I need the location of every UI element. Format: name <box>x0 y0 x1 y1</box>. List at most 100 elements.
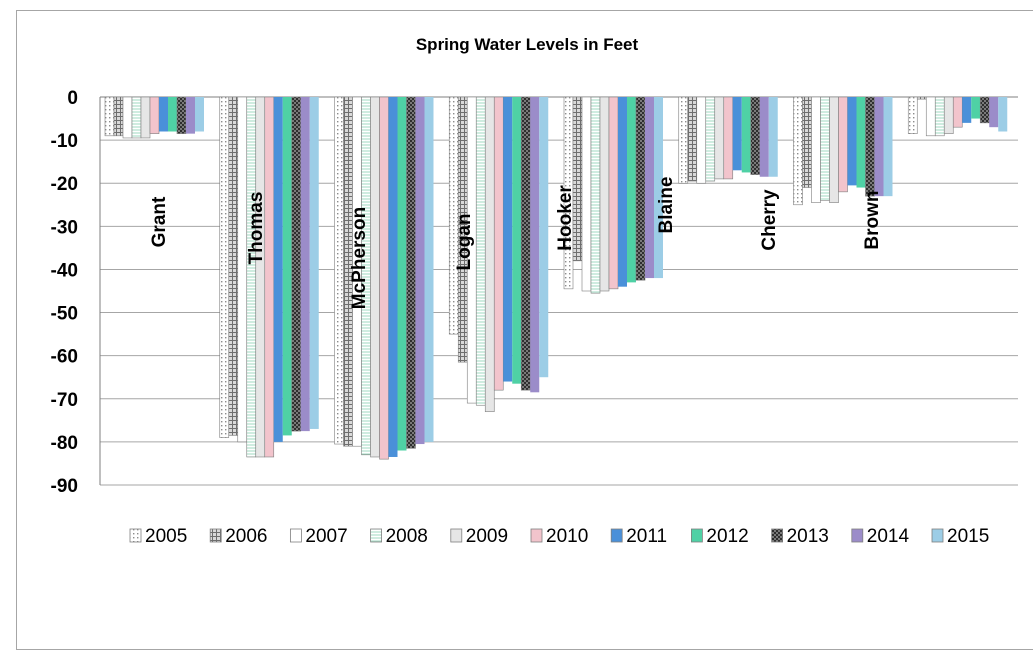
bar-cherry-2009 <box>829 96 839 203</box>
legend-item-2012: 2012 <box>691 526 749 547</box>
bar-mcpherson-2009 <box>370 96 380 458</box>
bar-hooker-2014 <box>645 97 654 279</box>
legend-label: 2012 <box>706 526 748 547</box>
bar-hooker-2013 <box>635 96 646 281</box>
y-tick-label: -80 <box>51 433 78 454</box>
y-tick-label: -70 <box>51 390 78 411</box>
legend-label: 2008 <box>386 526 428 547</box>
bar-grant-2012 <box>168 97 177 132</box>
bar-mcpherson-2005 <box>334 96 344 445</box>
legend-swatch <box>691 528 703 543</box>
legend-swatch <box>851 528 864 543</box>
bar-hooker-2010 <box>608 96 619 290</box>
bar-brown-2011 <box>962 97 972 123</box>
category-label-logan: Logan <box>454 214 475 271</box>
category-label-cherry: Cherry <box>759 189 780 251</box>
bar-thomas-2013 <box>291 96 302 432</box>
legend-label: 2010 <box>546 526 588 547</box>
legend-label: 2013 <box>787 526 829 547</box>
bar-logan-2009 <box>484 96 495 413</box>
bar-cherry-2014 <box>874 97 884 197</box>
legend-item-2014: 2014 <box>851 526 910 547</box>
bar-logan-2015 <box>539 97 549 378</box>
legend-swatch <box>610 528 623 543</box>
bar-mcpherson-2012 <box>397 97 407 451</box>
bar-thomas-2007 <box>237 96 248 443</box>
legend-swatch <box>771 528 783 543</box>
bar-cherry-2015 <box>883 97 893 197</box>
legend-label: 2009 <box>466 526 508 547</box>
bar-logan-2008 <box>475 96 486 406</box>
legend-label: 2014 <box>867 526 910 547</box>
legend-label: 2006 <box>225 526 267 547</box>
category-label-thomas: Thomas <box>246 192 267 265</box>
legend-swatch <box>289 528 302 543</box>
legend-label: 2005 <box>145 526 187 547</box>
bar-brown-2015 <box>998 97 1008 132</box>
y-tick-label: -30 <box>51 217 78 238</box>
bar-brown-2008 <box>934 96 945 137</box>
legend-swatch <box>129 528 142 543</box>
category-labels: Grant Thomas McPherson Logan Hooker Blaine Che… <box>149 176 883 309</box>
bar-mcpherson-2014 <box>415 97 425 445</box>
bar-brown-2010 <box>952 96 963 128</box>
legend-swatch <box>370 528 383 543</box>
bar-logan-2014 <box>530 97 540 393</box>
legend-swatch <box>931 528 944 543</box>
bar-blaine-2013 <box>750 96 761 175</box>
bar-blaine-2009 <box>714 96 725 180</box>
y-tick-label: 0 <box>67 88 78 109</box>
bar-grant-2011 <box>159 97 168 132</box>
bar-thomas-2015 <box>309 97 319 429</box>
legend-label: 2011 <box>626 526 667 547</box>
y-tick-label: -10 <box>51 131 78 152</box>
bar-chart: Spring Water Levels in Feet 0 -10 -20 -30 -4… <box>51 35 1018 547</box>
y-tick-label: -60 <box>51 347 78 368</box>
bar-hooker-2015 <box>654 97 663 279</box>
legend-item-2008: 2008 <box>370 526 428 547</box>
bar-thomas-2006 <box>228 96 239 436</box>
legend-label: 2007 <box>305 526 347 547</box>
bar-cherry-2008 <box>820 96 830 201</box>
bar-cherry-2005 <box>793 96 803 206</box>
chart-title: Spring Water Levels in Feet <box>416 35 639 54</box>
bar-brown-2005 <box>907 96 918 134</box>
bar-logan-2011 <box>503 97 513 382</box>
bar-logan-2010 <box>493 96 504 391</box>
y-axis-ticks: 0 -10 -20 -30 -40 -50 -60 -70 -80 -90 <box>51 88 78 497</box>
bar-blaine-2012 <box>741 97 751 173</box>
y-tick-label: -50 <box>51 304 78 325</box>
bar-mcpherson-2013 <box>406 96 416 449</box>
legend-item-2013: 2013 <box>771 526 829 547</box>
bar-brown-2012 <box>971 97 981 119</box>
bar-blaine-2011 <box>732 97 742 171</box>
bar-thomas-2008 <box>246 96 257 458</box>
legend-item-2006: 2006 <box>209 526 267 547</box>
bar-thomas-2009 <box>255 96 266 458</box>
bar-grant-2014 <box>186 97 195 134</box>
legend-swatch <box>209 528 222 543</box>
y-tick-label: -20 <box>51 174 78 195</box>
bar-grant-2007 <box>122 96 133 139</box>
bar-brown-2006 <box>916 96 927 100</box>
bar-logan-2012 <box>512 97 522 384</box>
bars <box>104 96 1008 460</box>
legend-swatch <box>450 528 463 543</box>
bar-blaine-2014 <box>759 97 769 177</box>
legend-item-2015: 2015 <box>931 526 989 547</box>
bar-grant-2013 <box>176 96 187 134</box>
bar-cherry-2013 <box>865 96 875 197</box>
bar-hooker-2011 <box>618 97 627 287</box>
category-label-mcpherson: McPherson <box>349 207 370 309</box>
bar-thomas-2014 <box>300 97 310 432</box>
bar-hooker-2007 <box>581 96 592 292</box>
bar-mcpherson-2011 <box>388 97 398 457</box>
legend-item-2011: 2011 <box>610 526 667 547</box>
bar-grant-2010 <box>149 96 160 134</box>
bar-thomas-2012 <box>282 97 292 436</box>
bar-cherry-2006 <box>802 96 812 188</box>
bar-cherry-2011 <box>847 97 857 186</box>
bar-hooker-2012 <box>627 97 636 283</box>
bar-mcpherson-2015 <box>424 97 434 442</box>
bar-blaine-2015 <box>768 97 778 177</box>
